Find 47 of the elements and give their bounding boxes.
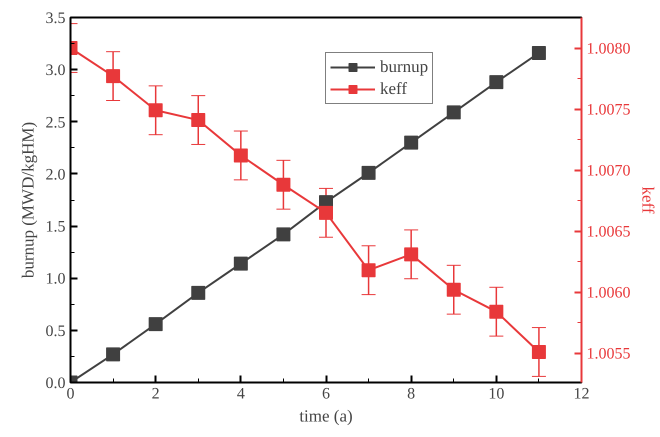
legend-label: keff (380, 79, 408, 99)
y-tick-label: 2.0 (46, 166, 66, 184)
y-tick-label: 3.5 (46, 10, 66, 27)
y2-tick-label: 1.0065 (586, 224, 630, 241)
legend-label: burnup (380, 57, 428, 77)
y-axis-title: burnup (MWD/kgHM) (18, 122, 38, 278)
y2-tick-label: 1.0070 (586, 162, 630, 180)
y-tick-label: 3.0 (46, 62, 66, 80)
y2-tick-label: 1.0075 (586, 102, 630, 119)
y2-tick-label: 1.0080 (586, 40, 630, 58)
y-tick-label: 0.5 (46, 322, 66, 340)
y-tick-label: 1.5 (46, 218, 66, 236)
point (532, 46, 546, 60)
y-tick-label: 2.5 (46, 114, 66, 132)
x-tick-label: 10 (488, 386, 504, 402)
point (276, 178, 290, 192)
point (191, 113, 206, 128)
point (362, 263, 376, 278)
point (319, 206, 333, 220)
y2-tick-label: 1.0060 (586, 284, 630, 302)
point (148, 103, 163, 118)
y2-tick-label: 1.0055 (586, 346, 630, 363)
x-tick-label: 8 (407, 386, 416, 402)
point (106, 347, 120, 362)
y-tick-label: 0.0 (46, 375, 66, 392)
x-tick-label: 0 (66, 386, 74, 402)
x-tick-label: 12 (574, 386, 590, 402)
x-tick-label: 4 (236, 386, 245, 402)
point (148, 317, 163, 332)
point (276, 227, 290, 242)
point (234, 148, 248, 162)
point (404, 136, 418, 150)
point (362, 166, 376, 180)
point (106, 69, 120, 84)
point (489, 304, 504, 319)
point (446, 282, 461, 297)
point (234, 256, 248, 271)
x-tick-label: 2 (152, 386, 160, 402)
point (489, 75, 504, 90)
y2-axis-title: keff (638, 186, 658, 214)
point (532, 344, 546, 359)
x-tick-label: 6 (322, 386, 330, 402)
y-tick-label: 1.0 (46, 270, 66, 288)
point (404, 247, 418, 262)
x-axis-title: time (a) (299, 406, 353, 426)
point (191, 286, 206, 300)
point (446, 105, 461, 120)
